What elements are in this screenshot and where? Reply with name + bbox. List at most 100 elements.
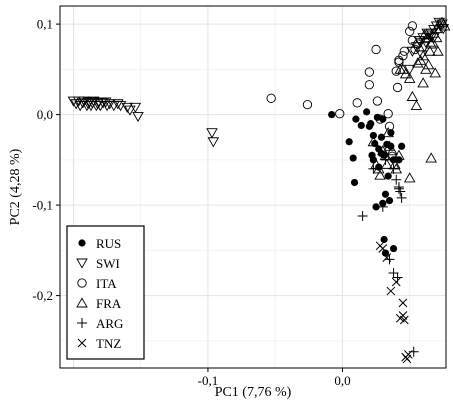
- data-point: [393, 183, 404, 194]
- data-point: [132, 111, 144, 123]
- legend-label-arg: ARG: [96, 316, 123, 331]
- data-point: [382, 127, 394, 138]
- y-tick-label: -0,2: [32, 288, 53, 303]
- data-point: [394, 57, 404, 67]
- data-point: [410, 99, 423, 111]
- grid-lines: [60, 6, 446, 368]
- legend-label-tnz: TNZ: [96, 336, 121, 351]
- data-point: [383, 109, 393, 119]
- data-point: [396, 192, 407, 203]
- legend-marker-tnz: [77, 338, 87, 348]
- data-point: [413, 39, 423, 49]
- data-point: [101, 101, 113, 112]
- data-point: [388, 267, 399, 278]
- data-point: [399, 68, 412, 79]
- data-point: [389, 158, 401, 169]
- plot-frame: [59, 5, 447, 369]
- y-tick-label: 0,0: [37, 107, 53, 122]
- data-point: [381, 158, 393, 169]
- data-point: [395, 186, 406, 197]
- data-point: [367, 120, 375, 128]
- data-point: [97, 98, 109, 109]
- data-point: [385, 196, 394, 205]
- data-point: [129, 102, 142, 114]
- data-point: [74, 101, 86, 112]
- legend-box: [66, 225, 145, 360]
- data-point: [387, 151, 397, 161]
- legend-marker-fra: [76, 297, 88, 308]
- data-point: [384, 121, 395, 132]
- y-tick-label: 0,1: [37, 17, 53, 32]
- legend-label-fra: FRA: [96, 296, 122, 311]
- series-swi: [67, 17, 450, 148]
- data-point: [403, 172, 416, 183]
- data-point: [368, 151, 376, 159]
- data-point: [421, 32, 433, 43]
- data-point: [352, 115, 360, 123]
- data-point: [206, 128, 218, 139]
- data-point: [387, 142, 395, 150]
- data-point: [428, 33, 440, 44]
- data-point: [371, 44, 381, 55]
- data-point: [335, 109, 345, 119]
- data-point: [384, 172, 392, 180]
- data-point: [410, 44, 420, 55]
- data-point: [429, 67, 442, 78]
- data-point: [99, 97, 112, 108]
- data-point: [386, 145, 398, 156]
- data-point: [422, 59, 435, 70]
- data-point: [403, 72, 416, 83]
- data-point: [94, 101, 107, 112]
- data-point: [302, 99, 313, 110]
- data-point: [349, 154, 357, 162]
- data-point: [381, 190, 390, 198]
- data-point: [114, 101, 127, 112]
- y-axis-label: PC2 (4,28 %): [8, 148, 23, 225]
- data-point: [388, 163, 399, 174]
- data-point: [407, 35, 418, 46]
- legend-label-ita: ITA: [96, 276, 117, 291]
- data-point: [392, 82, 403, 93]
- data-point: [363, 108, 371, 116]
- data-point: [391, 174, 402, 185]
- data-point: [432, 45, 444, 56]
- data-point: [350, 178, 359, 187]
- legend-marker-ita: [77, 278, 87, 288]
- data-point: [398, 298, 408, 308]
- data-point: [407, 21, 418, 31]
- data-point: [328, 111, 336, 119]
- x-tick-label: -0,1: [198, 373, 219, 388]
- x-axis-ticks: -0,1 0,0: [198, 368, 351, 388]
- data-point: [405, 26, 415, 36]
- data-point: [384, 254, 395, 265]
- data-point: [380, 235, 388, 244]
- y-tick-label: -0,1: [32, 198, 53, 213]
- data-point: [433, 17, 446, 28]
- data-point: [207, 137, 220, 148]
- data-point: [391, 277, 401, 287]
- data-point: [121, 102, 134, 114]
- data-point: [438, 20, 451, 31]
- data-point: [375, 114, 385, 124]
- data-point: [433, 18, 446, 29]
- data-point: [393, 149, 405, 160]
- data-point: [395, 156, 403, 164]
- series-ita: [266, 21, 423, 161]
- data-point: [437, 24, 450, 35]
- series-arg: [357, 154, 419, 357]
- legend-label-rus: RUS: [96, 236, 121, 251]
- data-point: [266, 93, 276, 103]
- data-point: [399, 46, 409, 56]
- data-point: [367, 136, 380, 147]
- data-point: [403, 350, 413, 359]
- data-point: [124, 105, 136, 116]
- legend-marker-rus: [78, 239, 86, 247]
- data-point: [352, 98, 362, 108]
- legend-marker-arg: [77, 318, 87, 328]
- data-point: [389, 244, 398, 253]
- data-point: [418, 29, 431, 40]
- series-rus: [328, 108, 406, 257]
- data-point: [424, 45, 436, 56]
- data-point: [368, 163, 379, 174]
- data-point: [386, 286, 396, 296]
